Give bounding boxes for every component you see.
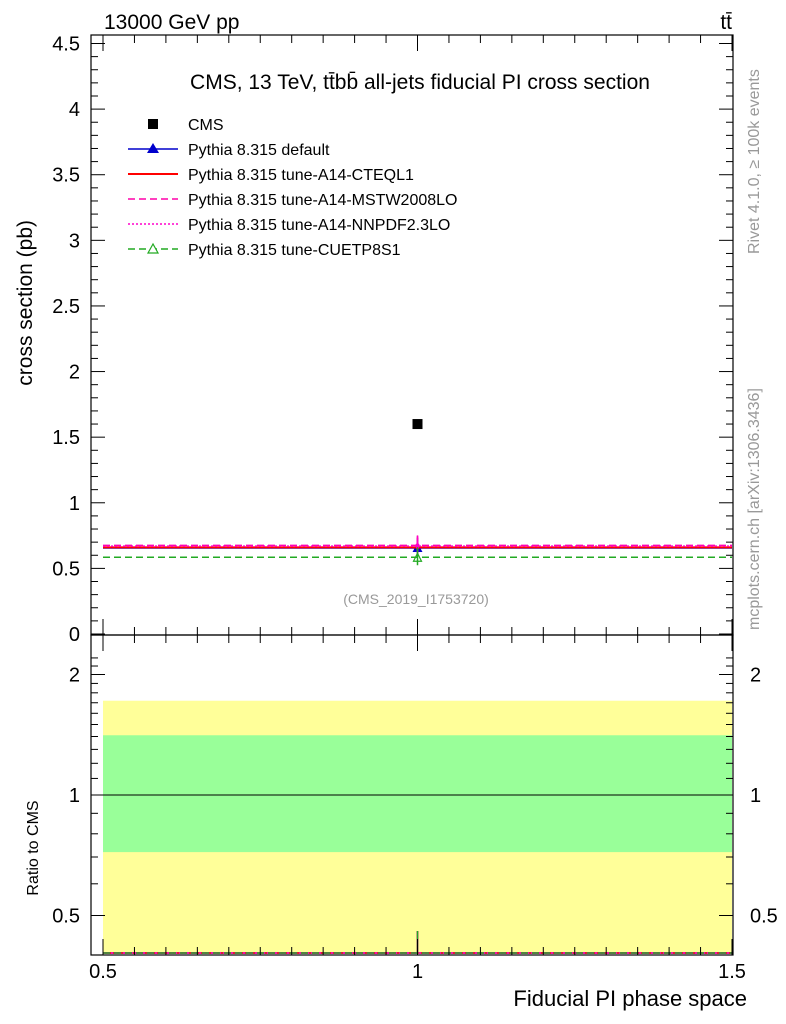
series-marker bbox=[412, 551, 423, 562]
x-axis: 0.5 1 1.5 bbox=[89, 35, 746, 983]
legend-label: Pythia 8.315 tune-CUETP8S1 bbox=[188, 242, 401, 259]
main-title: CMS, 13 TeV, tt̄bb̄ all-jets fiducial PI… bbox=[190, 71, 650, 94]
y-tick-label: 3.5 bbox=[52, 165, 80, 187]
legend-label: Pythia 8.315 tune-A14-CTEQL1 bbox=[188, 167, 414, 184]
ratio-panel: 0.5 0.5 1 1 2 2 Ratio to CMS bbox=[25, 634, 778, 956]
main-series-layer bbox=[103, 419, 732, 566]
analysis-id: (CMS_2019_I1753720) bbox=[343, 591, 489, 607]
x-tick-label: 1.5 bbox=[718, 961, 746, 983]
header-right-label: tt̄ bbox=[720, 11, 732, 34]
legend-marker bbox=[148, 119, 158, 129]
ratio-y-tick-label: 0.5 bbox=[52, 906, 80, 928]
ratio-uncertainty-band-1 bbox=[103, 735, 732, 853]
y-tick-label: 0.5 bbox=[52, 558, 80, 580]
y-tick-label: 2 bbox=[69, 362, 80, 384]
y-tick-label: 4 bbox=[69, 99, 80, 121]
side-label-bottom: mcplots.cern.ch [arXiv:1306.3436] bbox=[746, 388, 763, 630]
y-tick-label: 4.5 bbox=[52, 34, 80, 56]
ratio-y-tick-label-right: 2 bbox=[750, 665, 761, 687]
header-left-label: 13000 GeV pp bbox=[104, 11, 239, 34]
y-tick-label: 2.5 bbox=[52, 296, 80, 318]
ratio-y-tick-label-right: 1 bbox=[750, 785, 761, 807]
legend-marker bbox=[146, 242, 160, 254]
ratio-series-layer bbox=[103, 700, 733, 954]
ratio-axes: 0.5 0.5 1 1 2 2 bbox=[52, 657, 778, 928]
legend-entry: Pythia 8.315 tune-A14-CTEQL1 bbox=[128, 167, 414, 184]
x-tick-label: 1 bbox=[412, 961, 423, 983]
y-tick-label: 3 bbox=[69, 230, 80, 252]
ratio-y-axis-label: Ratio to CMS bbox=[25, 800, 42, 895]
legend-entry: Pythia 8.315 tune-A14-MSTW2008LO bbox=[128, 192, 457, 209]
legend-label: CMS bbox=[188, 117, 224, 134]
main-axes: 0 0.5 1 1.5 2 2.5 3 3.5 4 4.5 bbox=[52, 34, 733, 646]
legend-entry: Pythia 8.315 tune-A14-NNPDF2.3LO bbox=[128, 217, 450, 234]
y-tick-label: 1.5 bbox=[52, 427, 80, 449]
y-tick-label: 1 bbox=[69, 493, 80, 515]
legend-entry: Pythia 8.315 tune-CUETP8S1 bbox=[128, 242, 401, 259]
x-axis-label: Fiducial PI phase space bbox=[513, 986, 747, 1011]
legend-label: Pythia 8.315 tune-A14-MSTW2008LO bbox=[188, 192, 457, 209]
ratio-y-tick-label-right: 0.5 bbox=[750, 906, 778, 928]
ratio-y-tick-label: 2 bbox=[69, 665, 80, 687]
legend-label: Pythia 8.315 default bbox=[188, 142, 330, 159]
main-panel: 0 0.5 1 1.5 2 2.5 3 3.5 4 4.5 CMS, 13 TeV, tt̄bb̄… bbox=[14, 34, 734, 646]
legend: CMS Pythia 8.315 default Pythia 8.315 tune… bbox=[128, 117, 457, 259]
ratio-y-tick-label: 1 bbox=[69, 785, 80, 807]
legend-marker bbox=[147, 143, 159, 153]
x-tick-label: 0.5 bbox=[89, 961, 117, 983]
series-marker bbox=[415, 544, 420, 549]
legend-entry: Pythia 8.315 default bbox=[128, 142, 330, 159]
cms-data-point bbox=[412, 419, 423, 430]
side-label-top: Rivet 4.1.0, ≥ 100k events bbox=[746, 69, 763, 254]
y-tick-label: 0 bbox=[69, 624, 80, 646]
legend-label: Pythia 8.315 tune-A14-NNPDF2.3LO bbox=[188, 217, 450, 234]
y-axis-label: cross section (pb) bbox=[14, 220, 37, 386]
legend-entry: CMS bbox=[148, 117, 224, 134]
